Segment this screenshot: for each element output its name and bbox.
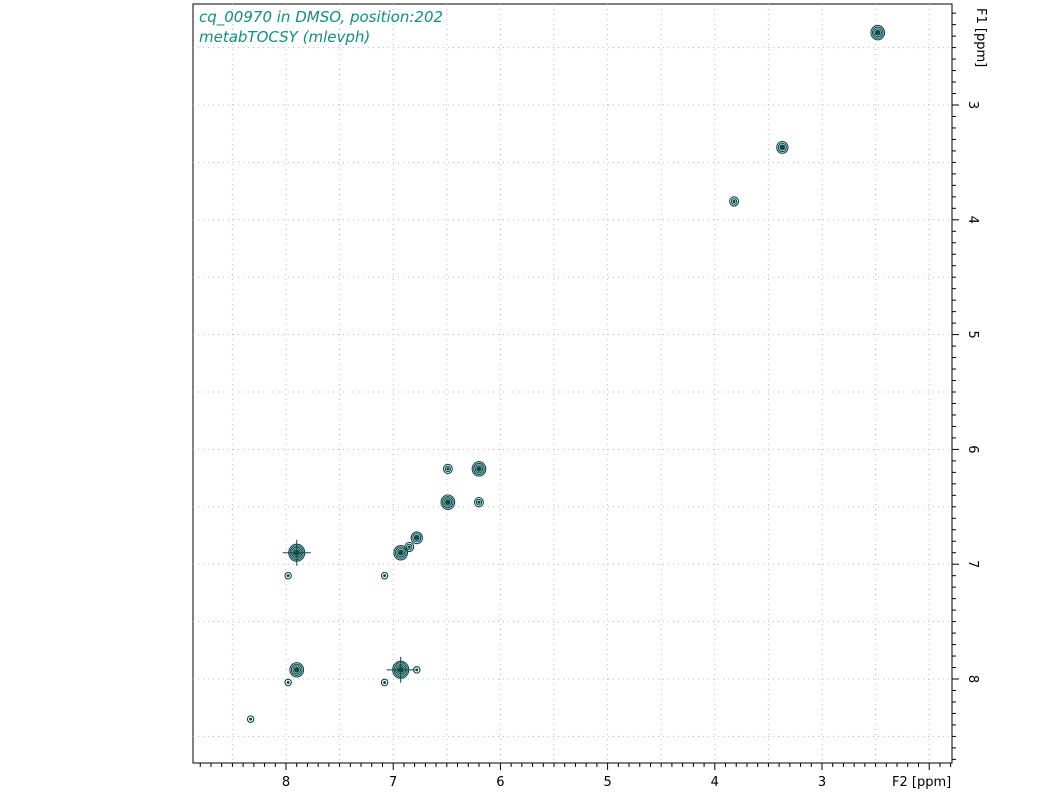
contour-peak [380,678,389,687]
contour-peak [471,461,487,477]
contour-peak [289,662,305,678]
y-tick-label: 5 [965,330,980,338]
y-tick-label: 3 [965,101,980,109]
y-axis-label: F1 [ppm] [973,8,988,67]
grid-lines [193,4,952,763]
contour-peak [474,497,484,508]
contour-peak [404,541,415,553]
contour-peaks [246,24,886,724]
y-tick-label: 7 [965,560,980,568]
contour-peak [776,141,789,154]
contour-peak [870,24,886,41]
contour-peak [729,196,740,207]
x-tick-label: 7 [389,775,397,790]
y-tick-label: 8 [965,675,980,683]
title-line-2: metabTOCSY (mlevph) [199,28,370,46]
contour-peak [284,678,292,687]
contour-peak [413,665,421,674]
contour-peak [440,494,456,510]
y-tick-label: 4 [965,216,980,224]
contour-peak [410,531,423,545]
x-tick-label: 5 [603,775,611,790]
x-tick-label: 3 [818,775,826,790]
contour-peak [386,656,415,683]
y-axis-ticks: 3 4 5 6 7 8 [965,101,980,683]
contour-peak [393,544,409,561]
contour-peak [380,571,389,580]
title-line-1: cq_00970 in DMSO, position:202 [199,8,443,27]
plot-frame [192,3,953,764]
minor-ticks [199,12,959,770]
x-tick-label: 4 [711,775,719,790]
x-axis-label: F2 [ppm] [892,775,951,790]
x-axis-ticks: 8 7 6 5 4 3 [282,775,826,790]
contour-peak [282,539,311,566]
y-tick-label: 6 [965,445,980,453]
contour-peak [246,715,255,724]
contour-peak [284,571,292,580]
contour-peak [442,463,453,475]
x-tick-label: 6 [496,775,504,790]
x-tick-label: 8 [282,775,290,790]
